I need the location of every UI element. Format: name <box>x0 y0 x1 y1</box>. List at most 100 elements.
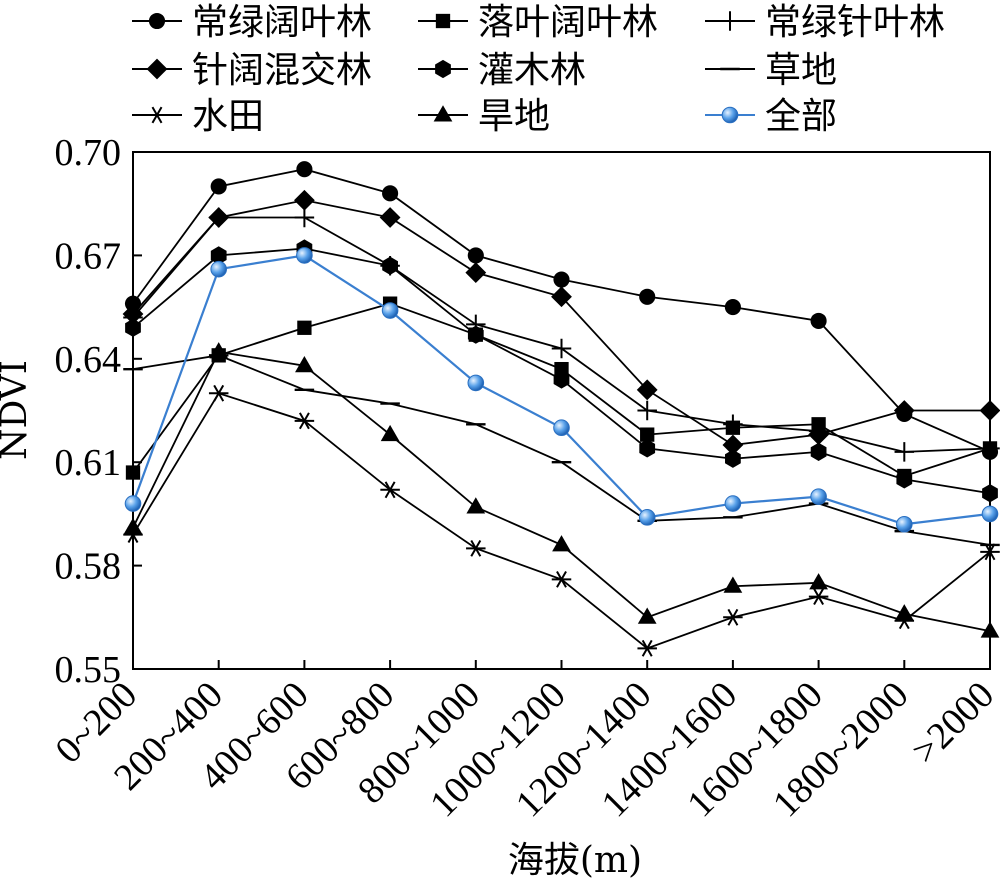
data-point <box>723 608 743 626</box>
series-3 <box>122 189 1000 456</box>
y-tick-label: 0.67 <box>55 235 122 277</box>
legend-item: 灌木林 <box>418 50 586 91</box>
data-point <box>723 414 743 435</box>
data-point <box>466 497 486 514</box>
data-point <box>810 488 827 505</box>
data-point <box>210 246 227 265</box>
series-8 <box>124 247 999 533</box>
legend-label: 旱地 <box>478 96 550 137</box>
data-point <box>639 288 656 305</box>
y-tick-label: 0.55 <box>55 649 122 691</box>
data-point <box>124 495 142 512</box>
data-point <box>722 434 744 456</box>
legend-marker <box>147 106 167 124</box>
data-point <box>981 505 999 523</box>
data-point <box>553 419 570 437</box>
data-point <box>123 517 143 535</box>
data-point <box>294 207 315 228</box>
data-point <box>122 303 144 325</box>
legend-item: 常绿阔叶林 <box>132 2 372 43</box>
series-line <box>132 199 990 446</box>
data-point <box>125 465 141 480</box>
data-point <box>896 470 913 489</box>
legend-marker <box>433 105 453 122</box>
y-axis-title: NDVI <box>0 360 35 460</box>
series-0 <box>124 161 999 460</box>
data-point <box>809 573 828 590</box>
legend-marker <box>721 106 739 124</box>
y-tick-label: 0.70 <box>55 132 122 174</box>
data-point <box>810 312 827 329</box>
legend-label: 落叶阔叶林 <box>478 2 658 43</box>
x-tick-label: >2000 <box>904 674 1000 773</box>
data-point <box>382 256 398 275</box>
data-point <box>551 286 572 308</box>
data-point <box>467 325 484 344</box>
legend-marker <box>148 12 166 30</box>
legend-item: 旱地 <box>418 96 550 137</box>
legend-item: 草地 <box>705 50 837 91</box>
legend-item: 落叶阔叶林 <box>418 2 658 43</box>
data-point <box>208 384 229 402</box>
data-point <box>980 543 1000 561</box>
legend-label: 草地 <box>765 50 837 91</box>
legend-item: 水田 <box>132 96 264 137</box>
data-point <box>637 607 657 624</box>
legend-item: 全部 <box>705 96 837 137</box>
legend-label: 常绿阔叶林 <box>192 2 372 43</box>
data-point <box>640 427 655 442</box>
plot-area: 0.55 0.58 0.61 0.64 0.67 0.70 0~200200~400400… <box>47 132 1000 825</box>
data-point <box>893 400 915 421</box>
data-point <box>723 576 743 593</box>
data-point <box>297 320 312 335</box>
x-axis-title: 海拔(m) <box>508 840 642 881</box>
data-point <box>465 262 487 284</box>
legend-label: 水田 <box>192 96 264 137</box>
legend-item: 常绿针叶林 <box>705 2 945 43</box>
data-point <box>294 189 315 211</box>
legend-marker <box>720 11 740 31</box>
series-layer <box>122 161 1000 657</box>
data-point <box>551 570 572 588</box>
data-point <box>808 588 829 606</box>
data-point <box>380 424 400 442</box>
data-point <box>637 639 657 657</box>
data-point <box>636 379 658 401</box>
data-point <box>381 302 399 319</box>
data-point <box>552 535 571 552</box>
data-point <box>639 439 656 458</box>
data-point <box>380 481 400 499</box>
data-point <box>210 178 227 195</box>
data-point <box>210 260 227 278</box>
series-line <box>132 168 991 453</box>
legend-marker <box>435 59 451 79</box>
data-point <box>896 515 913 533</box>
series-line <box>132 350 991 632</box>
data-point <box>125 318 141 337</box>
data-point <box>551 338 572 359</box>
data-point <box>467 247 484 264</box>
data-point <box>467 374 485 392</box>
legend-marker <box>146 58 168 80</box>
legend-label: 灌木林 <box>478 50 586 91</box>
data-point <box>294 412 315 430</box>
data-point <box>724 495 742 512</box>
data-point <box>894 604 914 621</box>
data-point <box>979 400 1000 421</box>
data-point <box>296 161 313 178</box>
series-7 <box>123 342 1000 638</box>
data-point <box>296 247 313 264</box>
series-line <box>132 302 991 477</box>
legend-item: 针阔混交林 <box>132 50 372 91</box>
data-point <box>808 424 829 446</box>
series-6 <box>123 384 1000 657</box>
data-point <box>725 449 741 468</box>
data-point <box>553 370 570 389</box>
y-axis: 0.55 0.58 0.61 0.64 0.67 0.70 <box>55 132 142 691</box>
data-point <box>466 539 486 557</box>
plot-frame <box>132 151 991 670</box>
y-tick-label: 0.58 <box>55 546 122 588</box>
data-point <box>208 207 230 228</box>
